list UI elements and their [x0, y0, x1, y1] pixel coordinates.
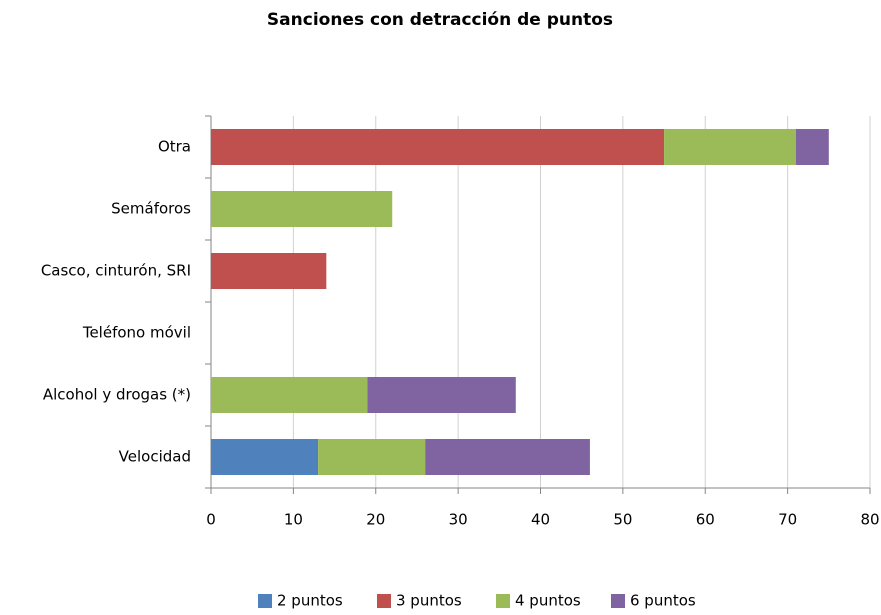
- x-tick-label: 60: [696, 511, 715, 529]
- legend-label: 3 puntos: [396, 592, 462, 610]
- y-tick-label: Otra: [158, 138, 191, 156]
- x-tick-label: 80: [860, 511, 879, 529]
- legend-swatch: [258, 594, 272, 608]
- legend-swatch: [611, 594, 625, 608]
- bar: [211, 129, 665, 165]
- y-tick-label: Alcohol y drogas (*): [43, 386, 191, 404]
- bar: [367, 377, 516, 413]
- x-tick-label: 10: [284, 511, 303, 529]
- chart-title: Sanciones con detracción de puntos: [267, 10, 613, 30]
- legend-label: 6 puntos: [630, 592, 696, 610]
- bar: [211, 253, 327, 289]
- legend-label: 2 puntos: [277, 592, 343, 610]
- x-tick-label: 30: [449, 511, 468, 529]
- x-tick-label: 20: [366, 511, 385, 529]
- bar: [211, 191, 393, 227]
- x-tick-label: 70: [778, 511, 797, 529]
- y-tick-label: Semáforos: [111, 200, 191, 218]
- y-tick-label: Casco, cinturón, SRI: [41, 262, 191, 280]
- x-tick-label: 50: [613, 511, 632, 529]
- bar: [211, 377, 368, 413]
- x-tick-label: 40: [531, 511, 550, 529]
- legend-swatch: [496, 594, 510, 608]
- x-tick-label: 0: [206, 511, 216, 529]
- bar: [664, 129, 796, 165]
- legend-swatch: [377, 594, 391, 608]
- bar: [795, 129, 829, 165]
- y-tick-label: Teléfono móvil: [82, 324, 191, 342]
- bar: [211, 439, 319, 475]
- legend-label: 4 puntos: [515, 592, 581, 610]
- bar: [425, 439, 590, 475]
- bar: [318, 439, 426, 475]
- y-tick-label: Velocidad: [119, 448, 191, 466]
